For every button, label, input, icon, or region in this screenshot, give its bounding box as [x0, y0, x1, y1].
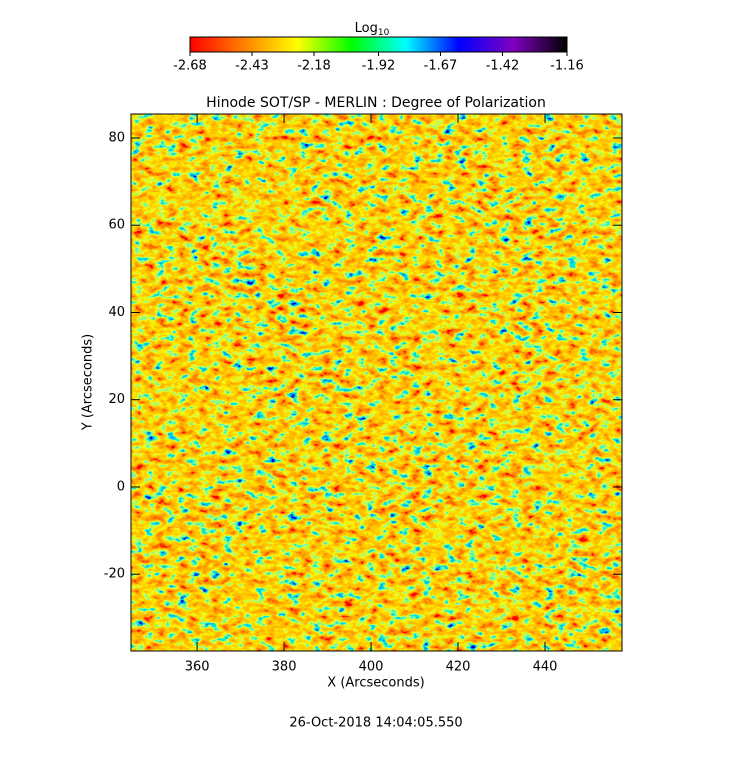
chart-title: Hinode SOT/SP - MERLIN : Degree of Polar…: [206, 95, 546, 111]
x-tick-label: 360: [185, 660, 210, 675]
timestamp: 26-Oct-2018 14:04:05.550: [289, 716, 462, 731]
y-tick-label: 80: [108, 130, 125, 145]
x-tick-label: 380: [272, 660, 297, 675]
x-tick-label: 420: [446, 660, 471, 675]
x-tick-label: 400: [359, 660, 384, 675]
colorbar-tick-label: -2.18: [297, 59, 331, 74]
y-tick-label: 20: [108, 392, 125, 407]
y-axis-label: Y (Arcseconds): [81, 334, 96, 431]
y-tick-label: 40: [108, 305, 125, 320]
y-tick-label: 0: [117, 479, 125, 494]
colorbar: [189, 36, 568, 53]
colorbar-tick-label: -1.16: [550, 59, 584, 74]
colorbar-tick-label: -1.92: [362, 59, 396, 74]
colorbar-tick-label: -2.68: [173, 59, 207, 74]
plot-frame: [130, 113, 623, 652]
colorbar-tick-label: -2.43: [235, 59, 269, 74]
x-tick-label: 440: [533, 660, 558, 675]
colorbar-tick-label: -1.42: [486, 59, 520, 74]
colorbar-label: Log10: [355, 21, 390, 38]
x-axis-label: X (Arcseconds): [327, 676, 424, 691]
y-tick-label: 60: [108, 218, 125, 233]
y-tick-label: -20: [104, 567, 125, 582]
map-image: [131, 114, 622, 651]
colorbar-tick-label: -1.67: [424, 59, 458, 74]
